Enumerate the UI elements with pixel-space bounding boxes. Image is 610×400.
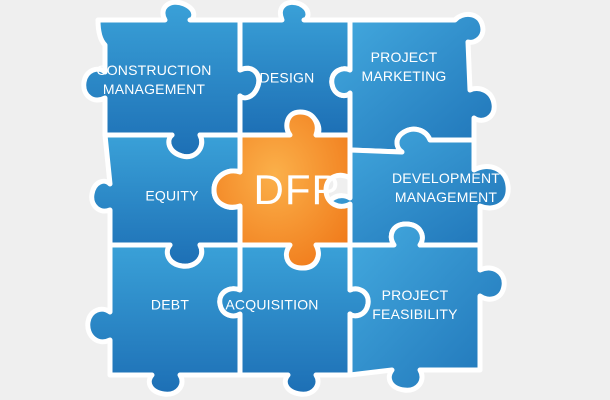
label-project-marketing: PROJECT MARKETING [361,48,446,86]
piece-center-dfp [211,109,353,271]
label-debt: DEBT [151,296,189,315]
label-line-1: CONSTRUCTION [96,62,212,78]
label-line-1: EQUITY [145,187,199,204]
label-line-1: DEVELOPMENT [392,170,500,186]
label-line-2: MANAGEMENT [394,189,498,205]
label-line-2: MARKETING [361,68,447,84]
label-line-2: FEASIBILITY [372,306,458,322]
label-line-1: DESIGN [259,69,315,86]
label-acquisition: ACQUISITION [225,296,318,315]
label-project-feasibility: PROJECT FEASIBILITY [372,286,457,324]
piece-debt [85,242,243,397]
piece-project-feasibility [347,221,507,393]
label-construction-management: CONSTRUCTION MANAGEMENT [96,61,211,99]
label-line-1: PROJECT [381,287,449,303]
label-design: DESIGN [260,69,315,88]
label-development-management: DEVELOPMENT MANAGEMENT [392,169,500,207]
center-dfp-label: DFP [253,166,341,213]
label-line-1: DEBT [150,296,190,313]
label-line-1: PROJECT [370,49,438,65]
label-line-1: ACQUISITION [225,296,319,313]
label-equity: EQUITY [145,187,198,206]
label-line-2: MANAGEMENT [102,81,206,97]
